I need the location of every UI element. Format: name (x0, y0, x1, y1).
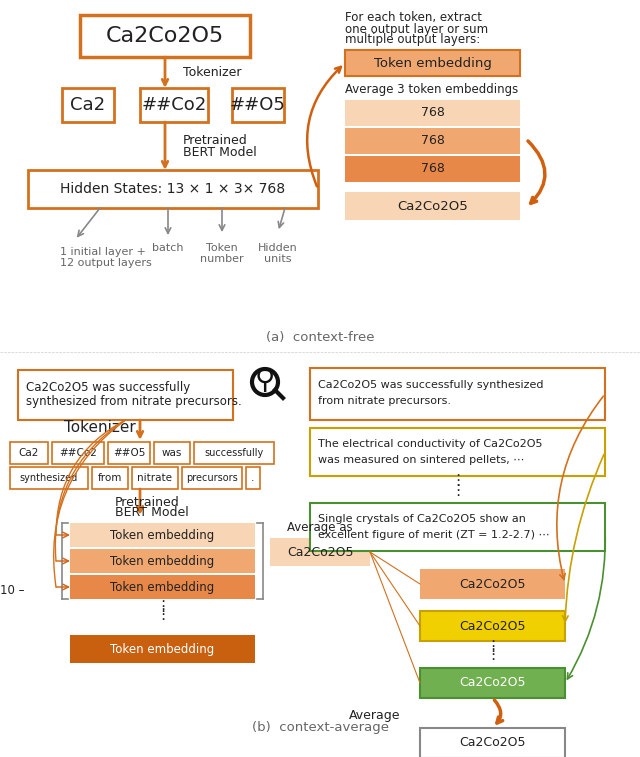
Text: Average: Average (349, 709, 401, 722)
FancyBboxPatch shape (232, 88, 284, 122)
Text: ##Co2: ##Co2 (141, 96, 207, 114)
Text: Ca2Co2O5: Ca2Co2O5 (397, 200, 468, 213)
FancyBboxPatch shape (310, 368, 605, 420)
Text: excellent figure of merit (ZT = 1.2-2.7) ⋯: excellent figure of merit (ZT = 1.2-2.7)… (318, 530, 550, 540)
Text: Pretrained: Pretrained (183, 135, 248, 148)
Text: ##Co2: ##Co2 (59, 448, 97, 458)
Text: Ca2Co2O5 was successfully synthesized: Ca2Co2O5 was successfully synthesized (318, 380, 543, 390)
Text: Ca2Co2O5: Ca2Co2O5 (460, 578, 525, 590)
Text: 768: 768 (420, 163, 444, 176)
FancyBboxPatch shape (345, 50, 520, 76)
FancyBboxPatch shape (270, 538, 370, 566)
Text: Ca2: Ca2 (19, 448, 39, 458)
Text: ⋮: ⋮ (155, 608, 170, 622)
FancyBboxPatch shape (70, 523, 255, 547)
Text: Ca2Co2O5: Ca2Co2O5 (287, 546, 353, 559)
Text: synthesized from nitrate precursors.: synthesized from nitrate precursors. (26, 395, 242, 409)
Text: batch: batch (152, 243, 184, 253)
FancyBboxPatch shape (345, 192, 520, 220)
Text: ##O5: ##O5 (113, 448, 145, 458)
Text: Token embedding: Token embedding (110, 581, 214, 593)
Text: Pretrained: Pretrained (115, 496, 180, 509)
FancyBboxPatch shape (10, 467, 88, 489)
Text: (a)  context-free: (a) context-free (266, 331, 374, 344)
Text: ##O5: ##O5 (230, 96, 286, 114)
Text: 12 output layers: 12 output layers (60, 258, 152, 268)
Text: 768: 768 (420, 135, 444, 148)
Text: Token embedding: Token embedding (374, 57, 492, 70)
FancyBboxPatch shape (246, 467, 260, 489)
Text: ⋮: ⋮ (485, 647, 500, 662)
Text: ⋮: ⋮ (450, 482, 465, 497)
Text: from: from (98, 473, 122, 483)
FancyBboxPatch shape (345, 100, 520, 126)
Text: Ca2Co2O5: Ca2Co2O5 (460, 619, 525, 633)
Text: from nitrate precursors.: from nitrate precursors. (318, 396, 451, 406)
Text: was measured on sintered pellets, ⋯: was measured on sintered pellets, ⋯ (318, 455, 524, 465)
Text: Ca2: Ca2 (70, 96, 106, 114)
FancyBboxPatch shape (194, 442, 274, 464)
Text: Token embedding: Token embedding (110, 643, 214, 656)
FancyBboxPatch shape (182, 467, 242, 489)
Text: multiple output layers:: multiple output layers: (345, 33, 480, 46)
Text: BERT Model: BERT Model (183, 147, 257, 160)
FancyBboxPatch shape (345, 128, 520, 154)
Text: Hidden States: 13 × 1 × 3× 768: Hidden States: 13 × 1 × 3× 768 (60, 182, 285, 196)
FancyBboxPatch shape (70, 635, 255, 663)
FancyBboxPatch shape (132, 467, 178, 489)
FancyBboxPatch shape (420, 569, 565, 599)
FancyBboxPatch shape (420, 611, 565, 641)
Text: .: . (252, 473, 255, 483)
Text: ⋮: ⋮ (155, 600, 170, 615)
Text: nitrate: nitrate (138, 473, 173, 483)
Text: Ca2Co2O5: Ca2Co2O5 (460, 677, 525, 690)
Text: number: number (200, 254, 244, 264)
Text: ⋮: ⋮ (485, 638, 500, 653)
FancyBboxPatch shape (420, 728, 565, 757)
Text: BERT Model: BERT Model (115, 506, 189, 519)
Text: 1 initial layer +: 1 initial layer + (60, 247, 146, 257)
Text: Average as: Average as (287, 522, 353, 534)
Text: precursors: precursors (186, 473, 238, 483)
FancyBboxPatch shape (310, 503, 605, 551)
Text: The electrical conductivity of Ca2Co2O5: The electrical conductivity of Ca2Co2O5 (318, 439, 543, 449)
Text: ⚲: ⚲ (255, 366, 275, 394)
Text: For each token, extract: For each token, extract (345, 11, 482, 24)
Text: Token embedding: Token embedding (110, 554, 214, 568)
Text: Ca2Co2O5: Ca2Co2O5 (106, 26, 224, 46)
FancyBboxPatch shape (70, 549, 255, 573)
Text: ⋮: ⋮ (450, 473, 465, 488)
Text: was: was (162, 448, 182, 458)
Text: Token embedding: Token embedding (110, 528, 214, 541)
Text: Single crystals of Ca2Co2O5 show an: Single crystals of Ca2Co2O5 show an (318, 514, 526, 524)
Text: synthesized: synthesized (20, 473, 78, 483)
Text: Ca2Co2O5 was successfully: Ca2Co2O5 was successfully (26, 381, 190, 394)
FancyBboxPatch shape (62, 88, 114, 122)
Text: (b)  context-average: (b) context-average (252, 721, 388, 734)
FancyBboxPatch shape (420, 668, 565, 698)
Text: 768: 768 (420, 107, 444, 120)
FancyBboxPatch shape (18, 370, 233, 420)
FancyBboxPatch shape (52, 442, 104, 464)
FancyBboxPatch shape (80, 15, 250, 57)
Text: Average 3 token embeddings: Average 3 token embeddings (345, 83, 518, 96)
FancyBboxPatch shape (92, 467, 128, 489)
Text: Tokenizer: Tokenizer (183, 66, 241, 79)
Text: Token: Token (206, 243, 238, 253)
FancyBboxPatch shape (10, 442, 48, 464)
FancyBboxPatch shape (310, 428, 605, 476)
Text: successfully: successfully (204, 448, 264, 458)
FancyBboxPatch shape (154, 442, 190, 464)
FancyBboxPatch shape (345, 156, 520, 182)
Text: Ca2Co2O5: Ca2Co2O5 (460, 737, 525, 749)
FancyBboxPatch shape (28, 170, 318, 208)
Text: units: units (264, 254, 292, 264)
Text: Tokenizer: Tokenizer (64, 420, 136, 435)
Text: Hidden: Hidden (258, 243, 298, 253)
Text: one output layer or sum: one output layer or sum (345, 23, 488, 36)
FancyBboxPatch shape (140, 88, 208, 122)
Text: 10 –: 10 – (1, 584, 25, 597)
FancyBboxPatch shape (70, 575, 255, 599)
FancyBboxPatch shape (108, 442, 150, 464)
